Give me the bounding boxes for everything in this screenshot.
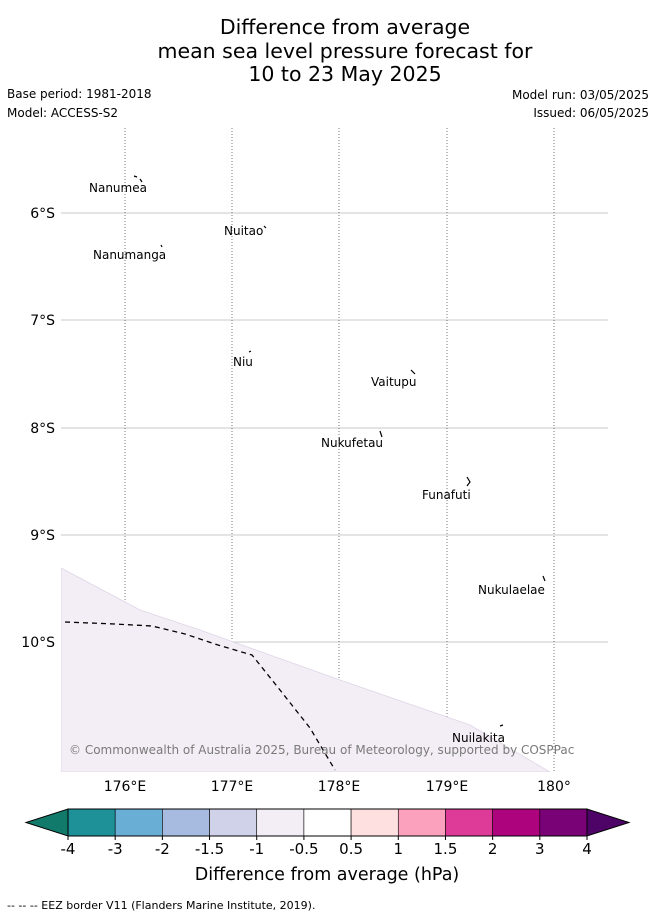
lat-label-9s: 9°S	[30, 528, 55, 544]
island-shape-funafuti	[466, 476, 471, 487]
colorbar-segment-7	[397, 808, 446, 837]
colorbar-tick-label: -4	[61, 840, 76, 858]
island-label-nukufetau: Nukufetau	[321, 436, 383, 450]
colorbar-tick-label: -1	[249, 840, 264, 858]
colorbar-segment-8	[445, 808, 493, 837]
lon-label-177e: 177°E	[211, 779, 254, 795]
colorbar-tick-label: 0.5	[339, 840, 363, 858]
lon-label-180: 180°	[537, 779, 571, 795]
colorbar-segment-6	[350, 808, 399, 837]
title-line-1: Difference from average	[219, 15, 471, 39]
lat-label-10s: 10°S	[21, 635, 55, 651]
island-shape-niu	[248, 350, 252, 353]
colorbar-segment-3	[209, 808, 258, 837]
colorbar-tick-label: 3	[535, 840, 545, 858]
base-period-text: Base period: 1981-2018	[7, 87, 152, 101]
lat-label-7s: 7°S	[30, 313, 55, 329]
colorbar-tick-label: 4	[582, 840, 592, 858]
colorbar-under-arrow	[24, 808, 69, 837]
model-run-text: Model run: 03/05/2025	[511, 88, 649, 102]
colorbar-segment-4	[256, 808, 305, 837]
colorbar-segment-1	[114, 808, 163, 837]
title-line-3: 10 to 23 May 2025	[248, 62, 442, 86]
island-shape-nukulaelae	[542, 575, 546, 582]
island-shape-nanumanga	[160, 244, 163, 248]
colorbar-segment-0	[67, 808, 116, 837]
issued-text: Issued: 06/05/2025	[533, 106, 649, 120]
colorbar: -4 -3 -2 -1.5 -1 -0.5 0.5 1 1.5 2 3 4 Difference fr…	[24, 808, 631, 885]
island-shape-nuilakita	[499, 724, 504, 727]
lat-label-8s: 8°S	[30, 421, 55, 437]
colorbar-tick-label: -0.5	[289, 840, 318, 858]
island-shape-nukufetau	[379, 430, 383, 438]
colorbar-tick-label: -1.5	[195, 840, 224, 858]
model-text: Model: ACCESS-S2	[7, 106, 119, 120]
footer-eez-note: -- -- -- EEZ border V11 (Flanders Marine…	[7, 899, 316, 912]
map-title: Difference from average mean sea level p…	[0, 15, 655, 87]
lon-label-176e: 176°E	[104, 779, 147, 795]
colorbar-segment-2	[162, 808, 210, 837]
copyright-text: © Commonwealth of Australia 2025, Bureau…	[69, 743, 574, 757]
lat-label-6s: 6°S	[30, 206, 55, 222]
lon-label-178e: 178°E	[318, 779, 361, 795]
colorbar-frame	[67, 808, 588, 837]
island-label-nanumea: Nanumea	[89, 181, 147, 195]
island-label-nuilakita: Nuilakita	[452, 731, 505, 745]
lon-label-179e: 179°E	[426, 779, 469, 795]
colorbar-label: Difference from average (hPa)	[195, 865, 460, 885]
island-label-funafuti: Funafuti	[422, 488, 471, 502]
anomaly-shaded-region	[61, 567, 551, 772]
island-label-vaitupu: Vaitupu	[371, 375, 417, 389]
colorbar-segment-5	[303, 808, 352, 837]
title-line-2: mean sea level pressure forecast for	[157, 38, 533, 63]
island-label-nuitao: Nuitao	[224, 224, 263, 238]
eez-border-line	[64, 621, 336, 771]
colorbar-tick-label: 1	[393, 840, 403, 858]
colorbar-segment-10	[539, 808, 588, 837]
colorbar-segment-9	[492, 808, 541, 837]
island-shape-nanumea	[133, 175, 143, 183]
island-label-nanumanga: Nanumanga	[93, 248, 166, 262]
colorbar-tick-label: 2	[488, 840, 498, 858]
colorbar-tick-label: -2	[155, 840, 170, 858]
island-label-nukulaelae: Nukulaelae	[478, 583, 545, 597]
island-shapes	[133, 175, 546, 727]
colorbar-over-arrow	[586, 808, 631, 837]
island-label-niu: Niu	[233, 355, 253, 369]
colorbar-tick-label: 1.5	[434, 840, 458, 858]
island-shape-vaitupu	[410, 369, 416, 375]
colorbar-tick-label: -3	[108, 840, 123, 858]
island-shape-nuitao	[263, 225, 267, 229]
map-gridlines	[61, 128, 608, 772]
